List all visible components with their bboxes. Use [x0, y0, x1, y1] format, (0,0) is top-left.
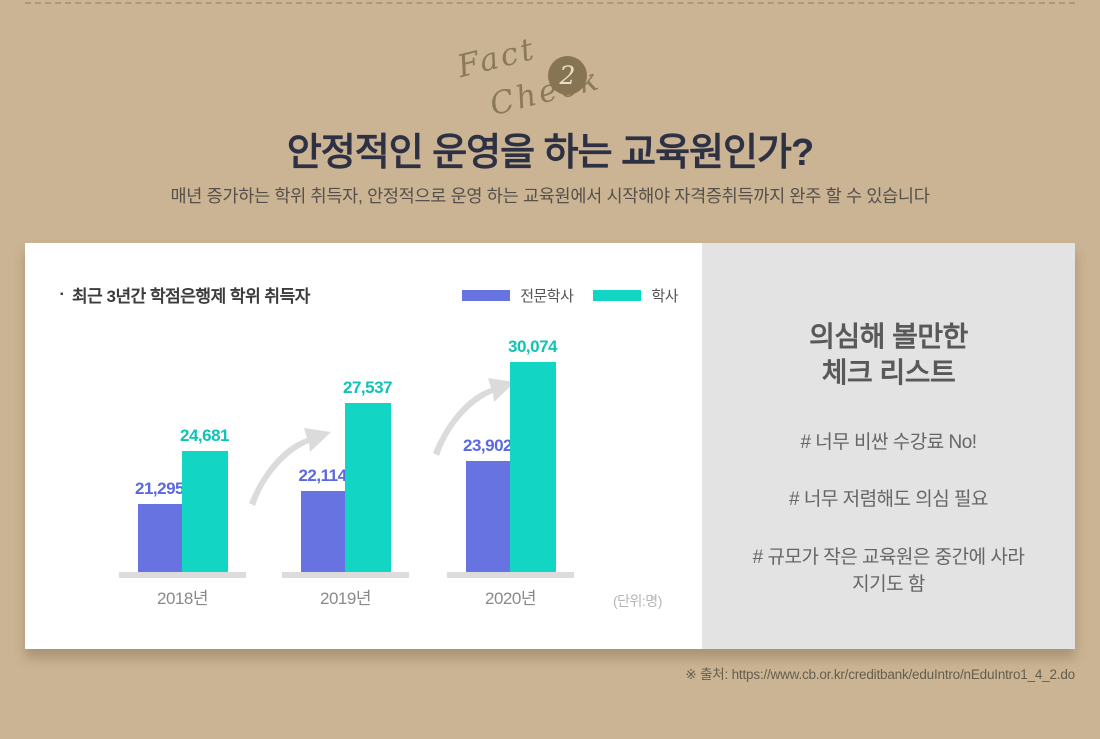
value-label: 24,681: [180, 426, 230, 445]
legend-swatch-bachelor: [593, 290, 642, 301]
value-label: 21,295: [135, 479, 185, 498]
checklist-title-line2: 체크 리스트: [821, 356, 956, 388]
value-label: 27,537: [343, 378, 393, 397]
legend-swatch-junior: [462, 290, 511, 301]
bar-group-2019: 22,114 27,537 2019년: [282, 378, 409, 609]
baseline: [119, 572, 246, 578]
category-label: 2020년: [485, 589, 536, 608]
chart-card: ▪ 최근 3년간 학점은행제 학위 취득자 전문학사 학사 21,295 24,…: [25, 243, 702, 649]
baseline: [447, 572, 574, 578]
chart-title: ▪ 최근 3년간 학점은행제 학위 취득자: [60, 282, 310, 307]
source-citation: ※ 출처: https://www.cb.or.kr/creditbank/ed…: [685, 667, 1075, 682]
top-dashed-divider: [25, 2, 1075, 4]
baseline: [282, 572, 409, 578]
bars-2019: 22,114 27,537: [282, 378, 409, 572]
bar-2020-junior: 23,902: [463, 436, 513, 572]
chart-title-label: 최근 3년간 학점은행제 학위 취득자: [72, 287, 310, 306]
checklist-panel: 의심해 볼만한 체크 리스트 # 너무 비싼 수강료 No! # 너무 저렴해도…: [702, 243, 1075, 649]
bar-group-2018: 21,295 24,681 2018년: [119, 426, 246, 609]
bar-group-2020: 23,902 30,074 2020년: [447, 337, 574, 609]
legend-label-bachelor: 학사: [651, 288, 678, 305]
bar-2018-junior: 21,295: [135, 479, 185, 572]
category-label: 2019년: [320, 589, 371, 608]
checklist-title: 의심해 볼만한 체크 리스트: [702, 319, 1075, 391]
square-bullet-icon: ▪: [60, 289, 64, 300]
checklist-item: # 규모가 작은 교육원은 중간에 사라지기도 함: [752, 546, 1025, 596]
growth-arrow-icon: [249, 428, 331, 506]
bars-2020: 23,902 30,074: [447, 337, 574, 572]
page-subtitle: 매년 증가하는 학위 취득자, 안정적으로 운영 하는 교육원에서 시작해야 자…: [170, 186, 930, 206]
unit-label: (단위:명): [613, 593, 662, 609]
checklist-title-line1: 의심해 볼만한: [809, 321, 968, 352]
fact-check-number-badge: 2: [548, 56, 587, 95]
growth-arrow-icon: [433, 378, 515, 456]
checklist-item: # 너무 비싼 수강료 No!: [800, 431, 977, 453]
checklist-items: # 너무 비싼 수강료 No! # 너무 저렴해도 의심 필요 # 규모가 작은…: [702, 429, 1075, 599]
bars-2018: 21,295 24,681: [119, 426, 246, 572]
category-label: 2018년: [157, 589, 208, 608]
legend-label-junior: 전문학사: [520, 288, 574, 305]
value-label: 30,074: [508, 337, 558, 356]
value-label: 22,114: [298, 466, 347, 485]
chart-legend: 전문학사 학사: [462, 285, 688, 306]
fact-check-logo: Fact Check 2: [445, 31, 665, 124]
bar-2020-bachelor: 30,074: [508, 337, 558, 572]
bar-2019-junior: 22,114: [298, 466, 347, 572]
bar-2019-bachelor: 27,537: [343, 378, 393, 572]
checklist-item: # 너무 저렴해도 의심 필요: [789, 489, 988, 511]
bar-2018-bachelor: 24,681: [180, 426, 230, 572]
page-title: 안정적인 운영을 하는 교육원인가?: [286, 132, 814, 174]
content-row: ▪ 최근 3년간 학점은행제 학위 취득자 전문학사 학사 21,295 24,…: [25, 243, 1075, 649]
value-label: 23,902: [463, 436, 513, 455]
